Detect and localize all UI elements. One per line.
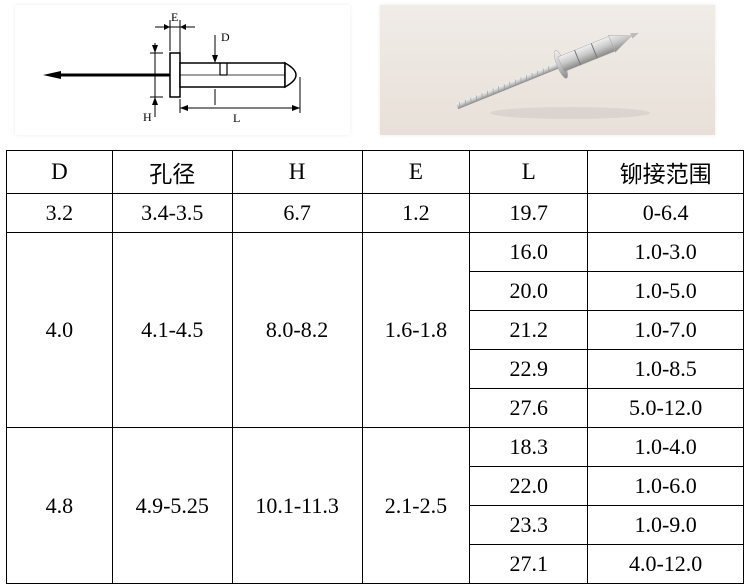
- table-body: 3.23.4-3.56.71.219.70-6.44.04.1-4.58.0-8…: [7, 194, 744, 584]
- table-row: 4.04.1-4.58.0-8.21.6-1.816.01.0-3.0: [7, 233, 744, 272]
- cell-L: 22.9: [470, 350, 588, 389]
- cell-L: 20.0: [470, 272, 588, 311]
- dimension-diagram: E D H L: [15, 5, 350, 135]
- cell-E: 1.6-1.8: [362, 233, 470, 428]
- top-image-row: E D H L: [0, 0, 750, 150]
- cell-range: 1.0-4.0: [588, 428, 744, 467]
- col-L: L: [470, 151, 588, 194]
- cell-L: 22.0: [470, 467, 588, 506]
- label-H: H: [143, 110, 152, 124]
- label-D: D: [221, 30, 230, 44]
- cell-E: 1.2: [362, 194, 470, 233]
- cell-D: 4.8: [7, 428, 113, 584]
- product-photo: [380, 5, 715, 135]
- cell-range: 1.0-6.0: [588, 467, 744, 506]
- cell-L: 21.2: [470, 311, 588, 350]
- cell-H: 8.0-8.2: [232, 233, 362, 428]
- label-E: E: [171, 10, 178, 24]
- col-range: 铆接范围: [588, 151, 744, 194]
- cell-L: 16.0: [470, 233, 588, 272]
- cell-L: 19.7: [470, 194, 588, 233]
- label-L: L: [233, 111, 240, 125]
- cell-L: 27.6: [470, 389, 588, 428]
- table-row: 4.84.9-5.2510.1-11.32.1-2.518.31.0-4.0: [7, 428, 744, 467]
- cell-range: 0-6.4: [588, 194, 744, 233]
- table-row: 3.23.4-3.56.71.219.70-6.4: [7, 194, 744, 233]
- spec-table: D 孔径 H E L 铆接范围 3.23.4-3.56.71.219.70-6.…: [6, 150, 744, 584]
- cell-range: 1.0-9.0: [588, 506, 744, 545]
- cell-E: 2.1-2.5: [362, 428, 470, 584]
- cell-range: 1.0-3.0: [588, 233, 744, 272]
- cell-H: 6.7: [232, 194, 362, 233]
- col-E: E: [362, 151, 470, 194]
- cell-hole: 4.1-4.5: [112, 233, 232, 428]
- cell-L: 23.3: [470, 506, 588, 545]
- cell-D: 3.2: [7, 194, 113, 233]
- cell-range: 1.0-8.5: [588, 350, 744, 389]
- cell-range: 5.0-12.0: [588, 389, 744, 428]
- cell-hole: 4.9-5.25: [112, 428, 232, 584]
- col-D: D: [7, 151, 113, 194]
- cell-L: 18.3: [470, 428, 588, 467]
- cell-range: 1.0-7.0: [588, 311, 744, 350]
- cell-hole: 3.4-3.5: [112, 194, 232, 233]
- cell-range: 4.0-12.0: [588, 545, 744, 584]
- table-header-row: D 孔径 H E L 铆接范围: [7, 151, 744, 194]
- cell-range: 1.0-5.0: [588, 272, 744, 311]
- cell-L: 27.1: [470, 545, 588, 584]
- cell-D: 4.0: [7, 233, 113, 428]
- col-H: H: [232, 151, 362, 194]
- col-hole: 孔径: [112, 151, 232, 194]
- cell-H: 10.1-11.3: [232, 428, 362, 584]
